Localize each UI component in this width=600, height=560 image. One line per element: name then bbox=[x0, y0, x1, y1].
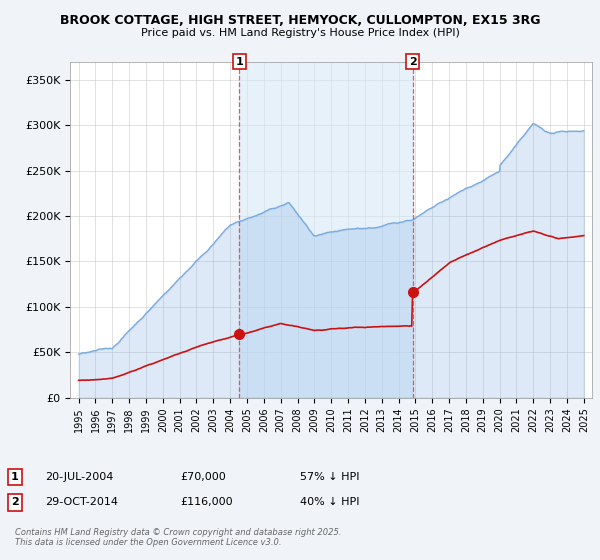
Text: £70,000: £70,000 bbox=[180, 472, 226, 482]
Text: Price paid vs. HM Land Registry's House Price Index (HPI): Price paid vs. HM Land Registry's House … bbox=[140, 28, 460, 38]
Text: 57% ↓ HPI: 57% ↓ HPI bbox=[300, 472, 359, 482]
Text: 29-OCT-2014: 29-OCT-2014 bbox=[45, 497, 118, 507]
Text: 2: 2 bbox=[409, 57, 416, 67]
Text: BROOK COTTAGE, HIGH STREET, HEMYOCK, CULLOMPTON, EX15 3RG: BROOK COTTAGE, HIGH STREET, HEMYOCK, CUL… bbox=[60, 14, 540, 27]
Text: 2: 2 bbox=[11, 497, 19, 507]
Text: 1: 1 bbox=[11, 472, 19, 482]
Text: 1: 1 bbox=[236, 57, 244, 67]
Text: Contains HM Land Registry data © Crown copyright and database right 2025.
This d: Contains HM Land Registry data © Crown c… bbox=[15, 528, 341, 547]
Text: 20-JUL-2004: 20-JUL-2004 bbox=[45, 472, 113, 482]
Text: £116,000: £116,000 bbox=[180, 497, 233, 507]
Text: 40% ↓ HPI: 40% ↓ HPI bbox=[300, 497, 359, 507]
